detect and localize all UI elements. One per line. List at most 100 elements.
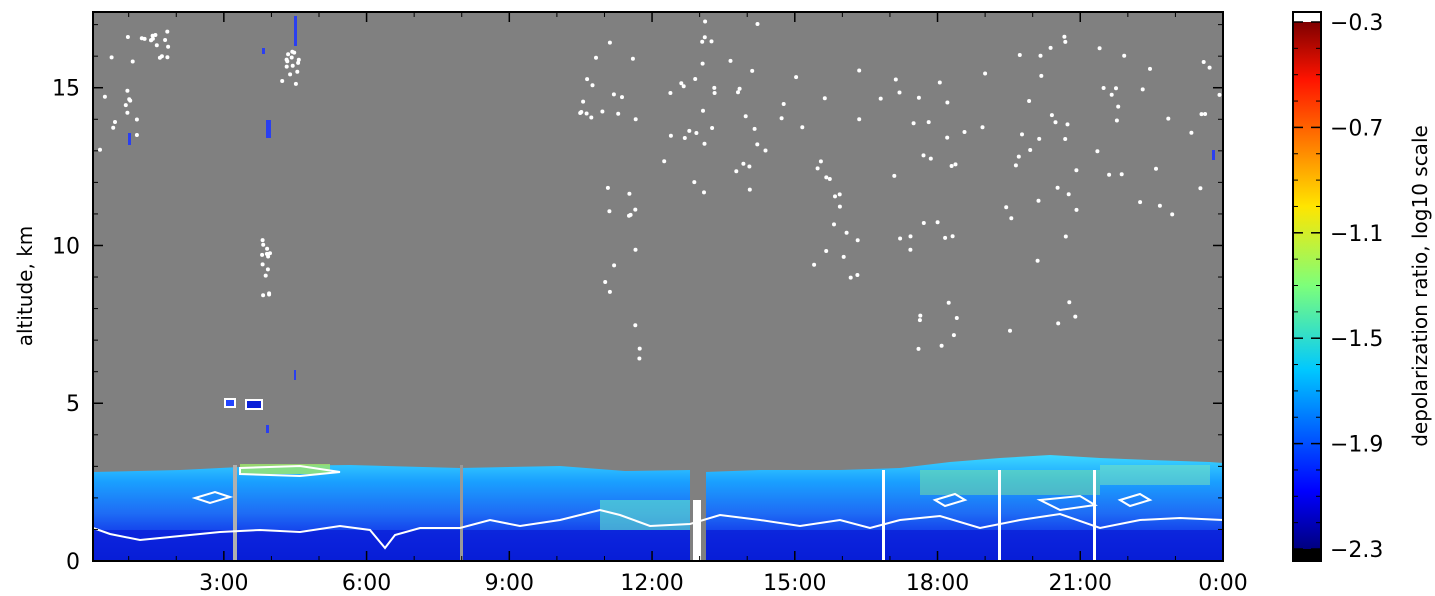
colorbar-under [1293,549,1321,561]
white-point [794,75,799,80]
white-point [1217,92,1222,97]
white-point [102,94,107,99]
white-point [949,164,954,168]
white-point [265,267,270,272]
white-point [627,191,632,196]
white-point [1199,112,1204,117]
white-point [1035,258,1040,263]
white-point [954,316,959,320]
white-point [897,90,902,95]
white-point [1148,66,1152,71]
white-point [747,187,752,192]
white-point [284,57,289,62]
white-point [682,136,687,140]
white-point [589,115,594,120]
white-point [736,90,740,95]
white-point [694,131,699,135]
x-tick-label: 15:00 [763,571,826,596]
white-point [130,59,135,64]
white-point [125,110,130,115]
speckle [128,133,131,145]
contour-line [1117,492,1153,508]
white-point [289,55,294,60]
y-tick-label: 5 [66,392,80,417]
contour-line [239,464,341,478]
layer-highlight [1100,465,1210,485]
contour-line [93,508,1223,550]
white-point [581,99,586,104]
white-point [295,69,300,74]
white-point [1166,116,1171,121]
white-point [962,130,967,134]
white-point [818,159,823,164]
white-point [710,126,715,130]
white-point [627,213,631,218]
white-point [841,254,846,259]
white-point [824,175,829,180]
white-point [1074,207,1079,212]
white-point [154,43,159,48]
white-point [857,117,862,122]
colorbar-frame [1292,11,1322,562]
speckle [266,120,271,138]
white-point [1056,321,1061,326]
white-point [123,103,128,108]
white-point [579,110,584,114]
x-tick-label: 18:00 [906,571,969,596]
white-point [265,252,270,257]
white-point [113,120,117,124]
white-point [837,204,842,209]
x-tick-label: 21:00 [1049,571,1112,596]
white-point [1107,172,1112,177]
white-point [1114,86,1118,91]
y-axis: 0 5 10 15 [52,24,1223,575]
white-point [125,88,130,93]
white-point [692,180,697,185]
white-point [1066,192,1071,197]
white-point [633,117,638,122]
data-gap [882,470,885,561]
white-point [822,96,827,101]
x-axis: 3:00 6:00 9:00 12:00 15:00 18:00 21:00 0:00 [128,12,1248,596]
white-point [1067,300,1072,305]
white-point [1116,104,1121,109]
white-point [286,52,291,57]
white-point [662,159,667,164]
white-point [916,346,921,351]
white-point [261,293,266,298]
colorbar-tick-label: −0.7 [1330,116,1383,141]
white-point [937,80,942,85]
white-point [260,252,265,257]
white-point [926,120,931,125]
white-point [111,125,116,130]
white-point [702,190,706,195]
data-gap [1093,470,1096,561]
white-point [1013,163,1018,168]
white-point [950,234,955,239]
white-point [781,102,786,106]
white-point [945,100,950,105]
white-point [945,135,950,140]
white-point [590,83,595,88]
white-point [824,249,829,253]
white-point [263,273,268,278]
white-point [755,142,760,147]
colorbar-tick-label: −0.3 [1330,11,1383,36]
data-gap [998,470,1001,561]
white-point [1114,118,1119,123]
plot-content [93,16,1223,561]
white-point [747,164,752,169]
contour-line [1036,494,1098,512]
white-point [812,262,817,267]
white-point [584,111,589,116]
y-axis-label: altitude, km [13,226,37,347]
white-point [983,71,988,76]
white-point [165,55,170,60]
white-point [702,35,707,40]
white-point [630,56,635,61]
white-point [612,263,617,268]
white-point [701,108,705,113]
colorbar-ticks: −0.3 −0.7 −1.1 −1.5 −1.9 −2.3 [1293,11,1383,563]
white-point [1140,87,1145,92]
white-point [1097,46,1102,51]
